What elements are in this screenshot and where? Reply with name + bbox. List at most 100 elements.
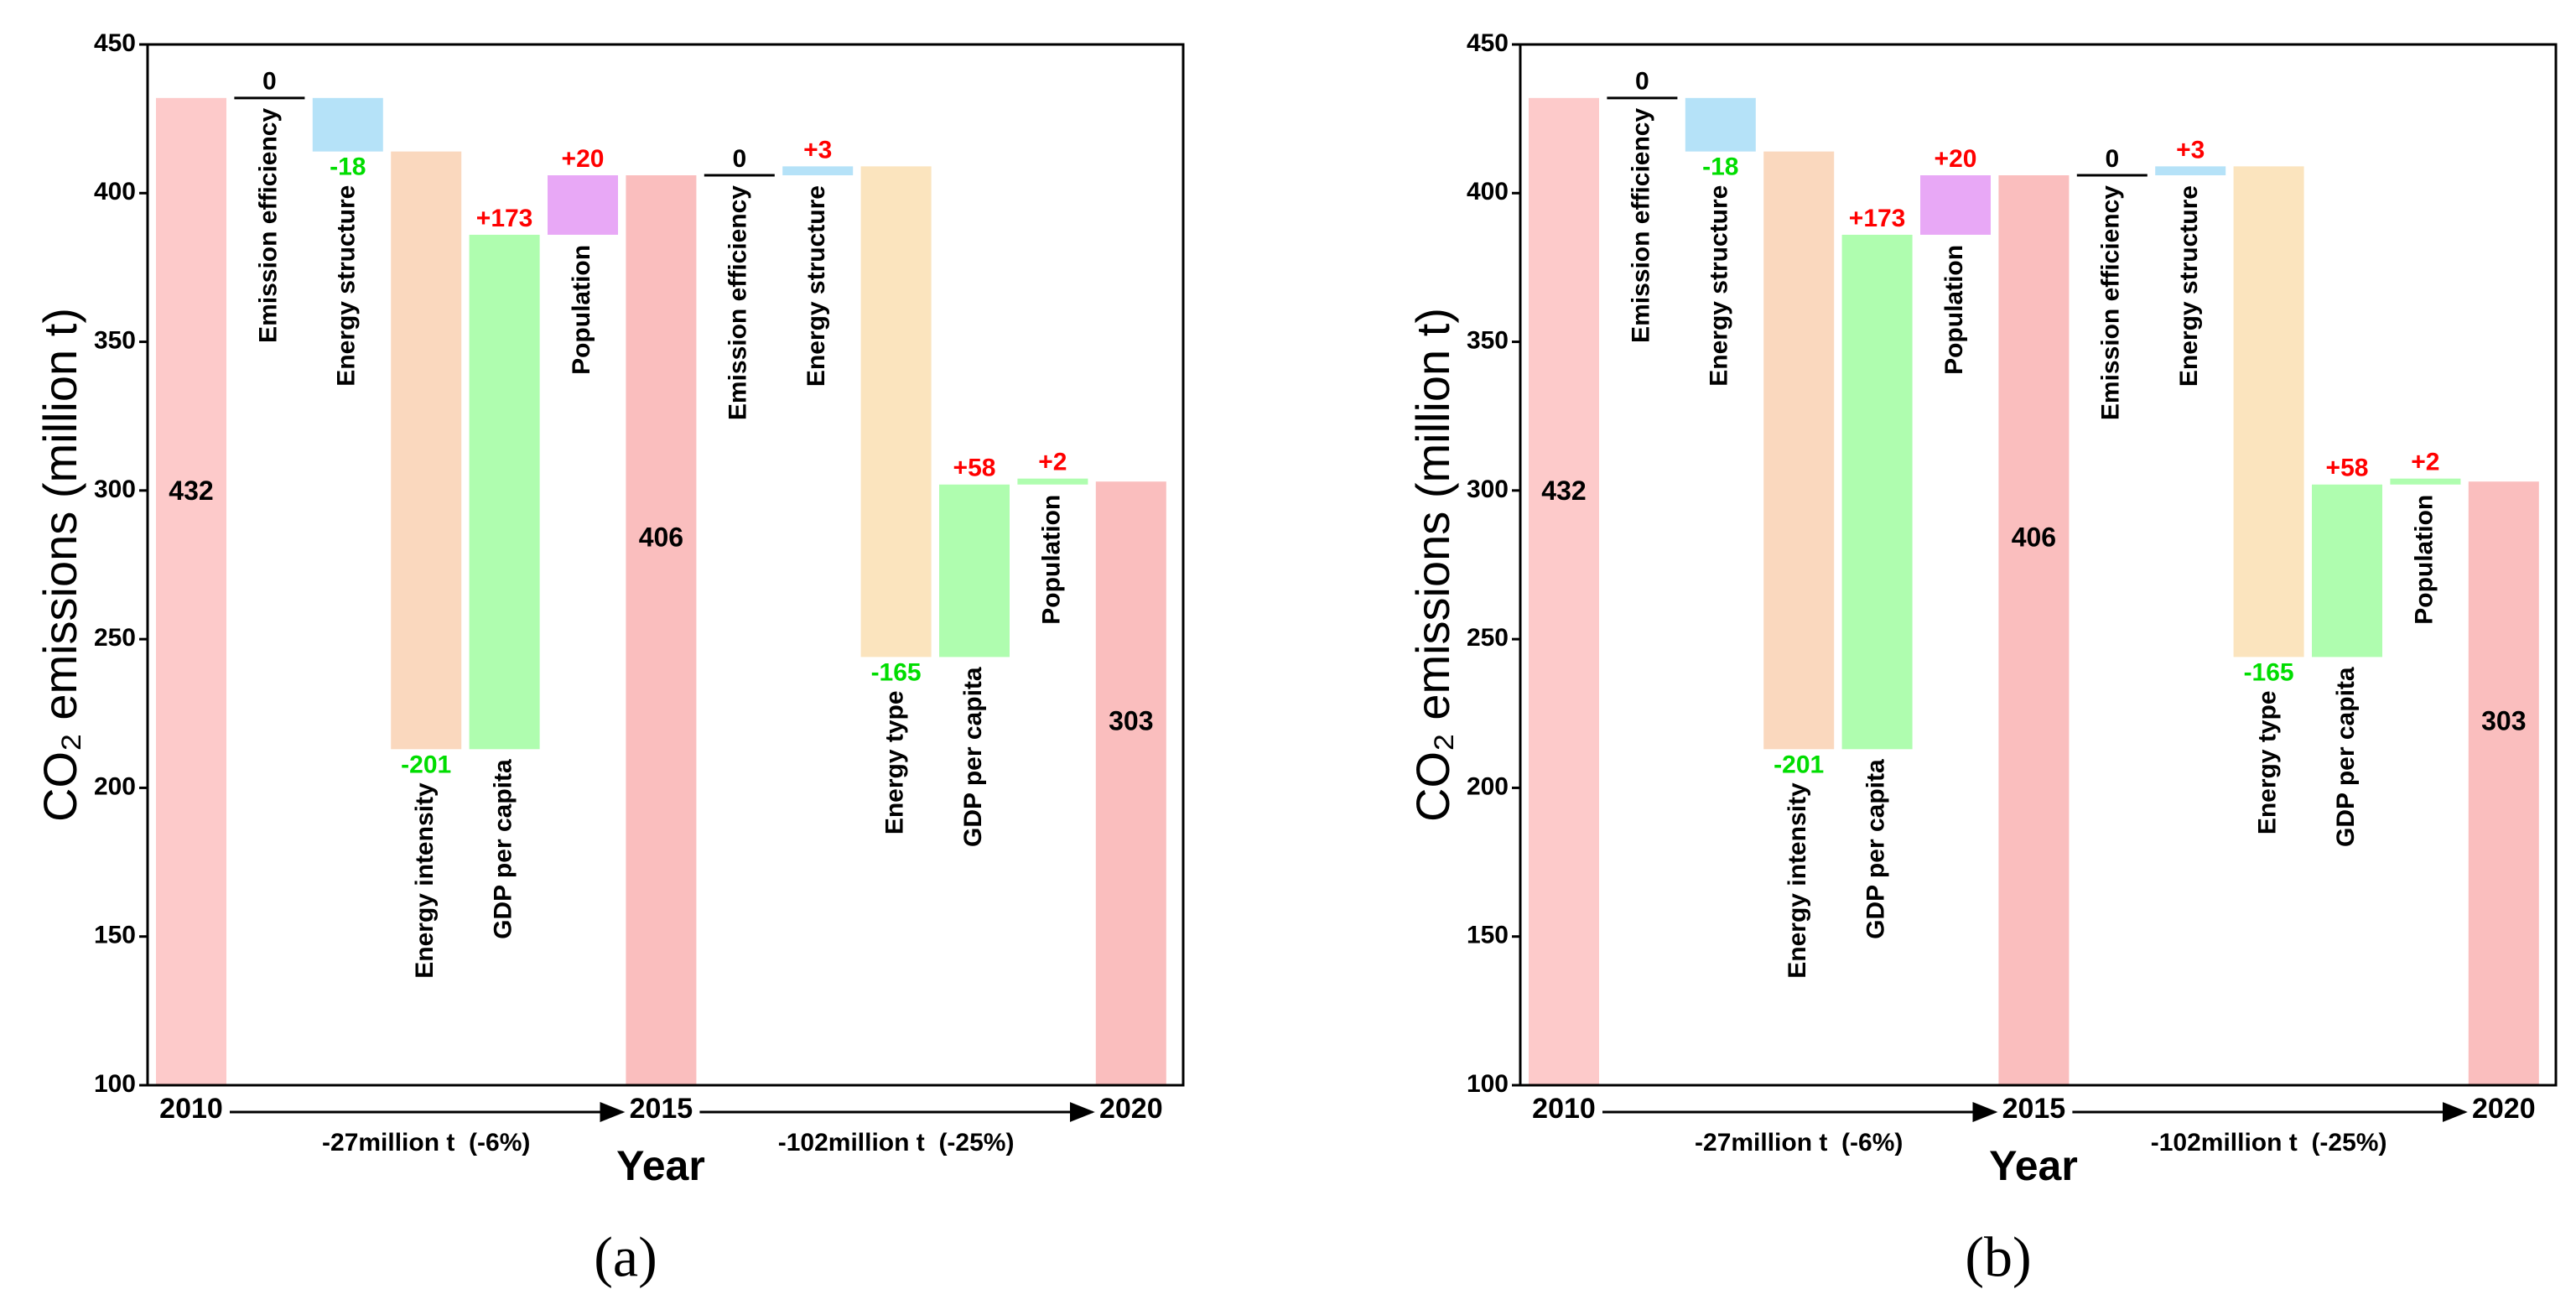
- y-axis-label: CO₂ emissions (million t): [1406, 308, 1459, 822]
- panel-label: (b): [1965, 1225, 2031, 1289]
- step-value-label: -201: [401, 751, 451, 778]
- step-name: Energy type: [881, 690, 909, 834]
- total-label: 406: [2012, 522, 2056, 552]
- step-value-label: 0: [732, 145, 746, 173]
- step-bar: [939, 484, 1010, 658]
- step-bar: [1841, 234, 1913, 750]
- step-name: Energy structure: [1706, 185, 1733, 387]
- step-bar: [1685, 97, 1756, 152]
- step-value-label: -201: [1774, 751, 1824, 778]
- y-tick-label: 200: [1467, 772, 1509, 800]
- x-tick-label: 2020: [2472, 1093, 2536, 1125]
- step-value-label: +3: [803, 136, 832, 164]
- step-name: Energy intensity: [1784, 782, 1811, 979]
- step-name: Population: [568, 245, 595, 375]
- total-bar: [1095, 481, 1166, 1085]
- step-value-label: +20: [562, 145, 605, 173]
- step-bar: [1763, 151, 1835, 750]
- step-value-label: +173: [476, 205, 533, 232]
- total-bar: [156, 97, 226, 1085]
- period-change: -102million t (-25%): [778, 1129, 1015, 1156]
- step-bar: [860, 166, 932, 658]
- step-name: GDP per capita: [2332, 667, 2360, 847]
- y-tick-label: 450: [1467, 29, 1509, 57]
- step-bar: [1920, 175, 1991, 235]
- total-label: 432: [1541, 476, 1586, 506]
- y-tick-label: 350: [94, 326, 136, 354]
- period-change: -27million t (-6%): [1695, 1129, 1903, 1156]
- step-name: Energy structure: [333, 185, 361, 387]
- step-name: Energy structure: [2175, 185, 2203, 387]
- step-name: Emission efficiency: [724, 185, 752, 420]
- step-value-label: 0: [1635, 68, 1649, 96]
- step-bar: [782, 166, 854, 176]
- y-tick-label: 350: [1467, 326, 1509, 354]
- total-label: 303: [1109, 706, 1153, 736]
- period-change: -102million t (-25%): [2151, 1129, 2387, 1156]
- step-bar: [548, 175, 618, 235]
- step-bar: [391, 151, 462, 750]
- period-change: -27million t (-6%): [322, 1129, 530, 1156]
- total-bar: [1998, 175, 2070, 1085]
- step-bar: [469, 234, 540, 750]
- step-value-label: +2: [2411, 449, 2439, 476]
- step-name: Energy structure: [802, 185, 830, 387]
- plot-frame: [1519, 43, 2558, 1087]
- step-value-label: +20: [1935, 145, 1977, 173]
- step-value-label: +2: [1038, 449, 1067, 476]
- y-tick-label: 300: [1467, 476, 1509, 503]
- x-axis-label: Year: [1989, 1142, 2078, 1189]
- step-name: GDP per capita: [1862, 759, 1890, 939]
- plot-frame: [146, 43, 1185, 1087]
- y-tick-label: 150: [94, 922, 136, 949]
- step-name: GDP per capita: [490, 759, 517, 939]
- step-value-label: 0: [2105, 145, 2119, 173]
- total-bar: [2468, 481, 2539, 1085]
- y-tick-label: 250: [1467, 624, 1509, 652]
- y-tick-label: 200: [94, 772, 136, 800]
- x-tick-label: 2015: [2002, 1093, 2066, 1125]
- step-value-label: -165: [871, 658, 922, 686]
- y-tick-label: 400: [1467, 178, 1509, 205]
- x-tick-label: 2015: [630, 1093, 693, 1125]
- step-name: GDP per capita: [959, 667, 987, 847]
- step-bar: [2312, 484, 2382, 658]
- step-value-label: 0: [262, 68, 277, 96]
- step-name: Energy type: [2254, 690, 2282, 834]
- step-value-label: +173: [1849, 205, 1906, 232]
- step-bar: [2155, 166, 2226, 176]
- step-value-label: -18: [1702, 153, 1738, 181]
- step-name: Population: [1940, 245, 1968, 375]
- total-label: 406: [639, 522, 683, 552]
- step-bar: [1017, 478, 1088, 485]
- step-name: Emission efficiency: [254, 108, 282, 343]
- total-bar: [1529, 97, 1599, 1085]
- step-value-label: -18: [330, 153, 366, 181]
- y-tick-label: 100: [1467, 1070, 1509, 1098]
- x-tick-label: 2020: [1099, 1093, 1163, 1125]
- panel-label: (a): [594, 1225, 657, 1289]
- y-tick-label: 450: [94, 29, 136, 57]
- step-value-label: +58: [953, 455, 996, 482]
- step-bar: [2233, 166, 2304, 658]
- total-label: 303: [2481, 706, 2526, 736]
- step-name: Emission efficiency: [2097, 185, 2125, 420]
- step-bar: [2390, 478, 2461, 485]
- y-tick-label: 100: [94, 1070, 136, 1098]
- y-tick-label: 250: [94, 624, 136, 652]
- total-bar: [626, 175, 697, 1085]
- y-tick-label: 150: [1467, 922, 1509, 949]
- step-name: Population: [1037, 495, 1065, 625]
- step-name: Population: [2410, 495, 2438, 625]
- step-value-label: +58: [2326, 455, 2369, 482]
- step-name: Energy intensity: [411, 782, 439, 979]
- total-label: 432: [169, 476, 213, 506]
- step-bar: [312, 97, 383, 152]
- y-tick-label: 400: [94, 178, 136, 205]
- x-tick-label: 2010: [1532, 1093, 1596, 1125]
- x-axis-label: Year: [616, 1142, 705, 1189]
- y-tick-label: 300: [94, 476, 136, 503]
- step-value-label: -165: [2244, 658, 2294, 686]
- step-name: Emission efficiency: [1627, 108, 1654, 343]
